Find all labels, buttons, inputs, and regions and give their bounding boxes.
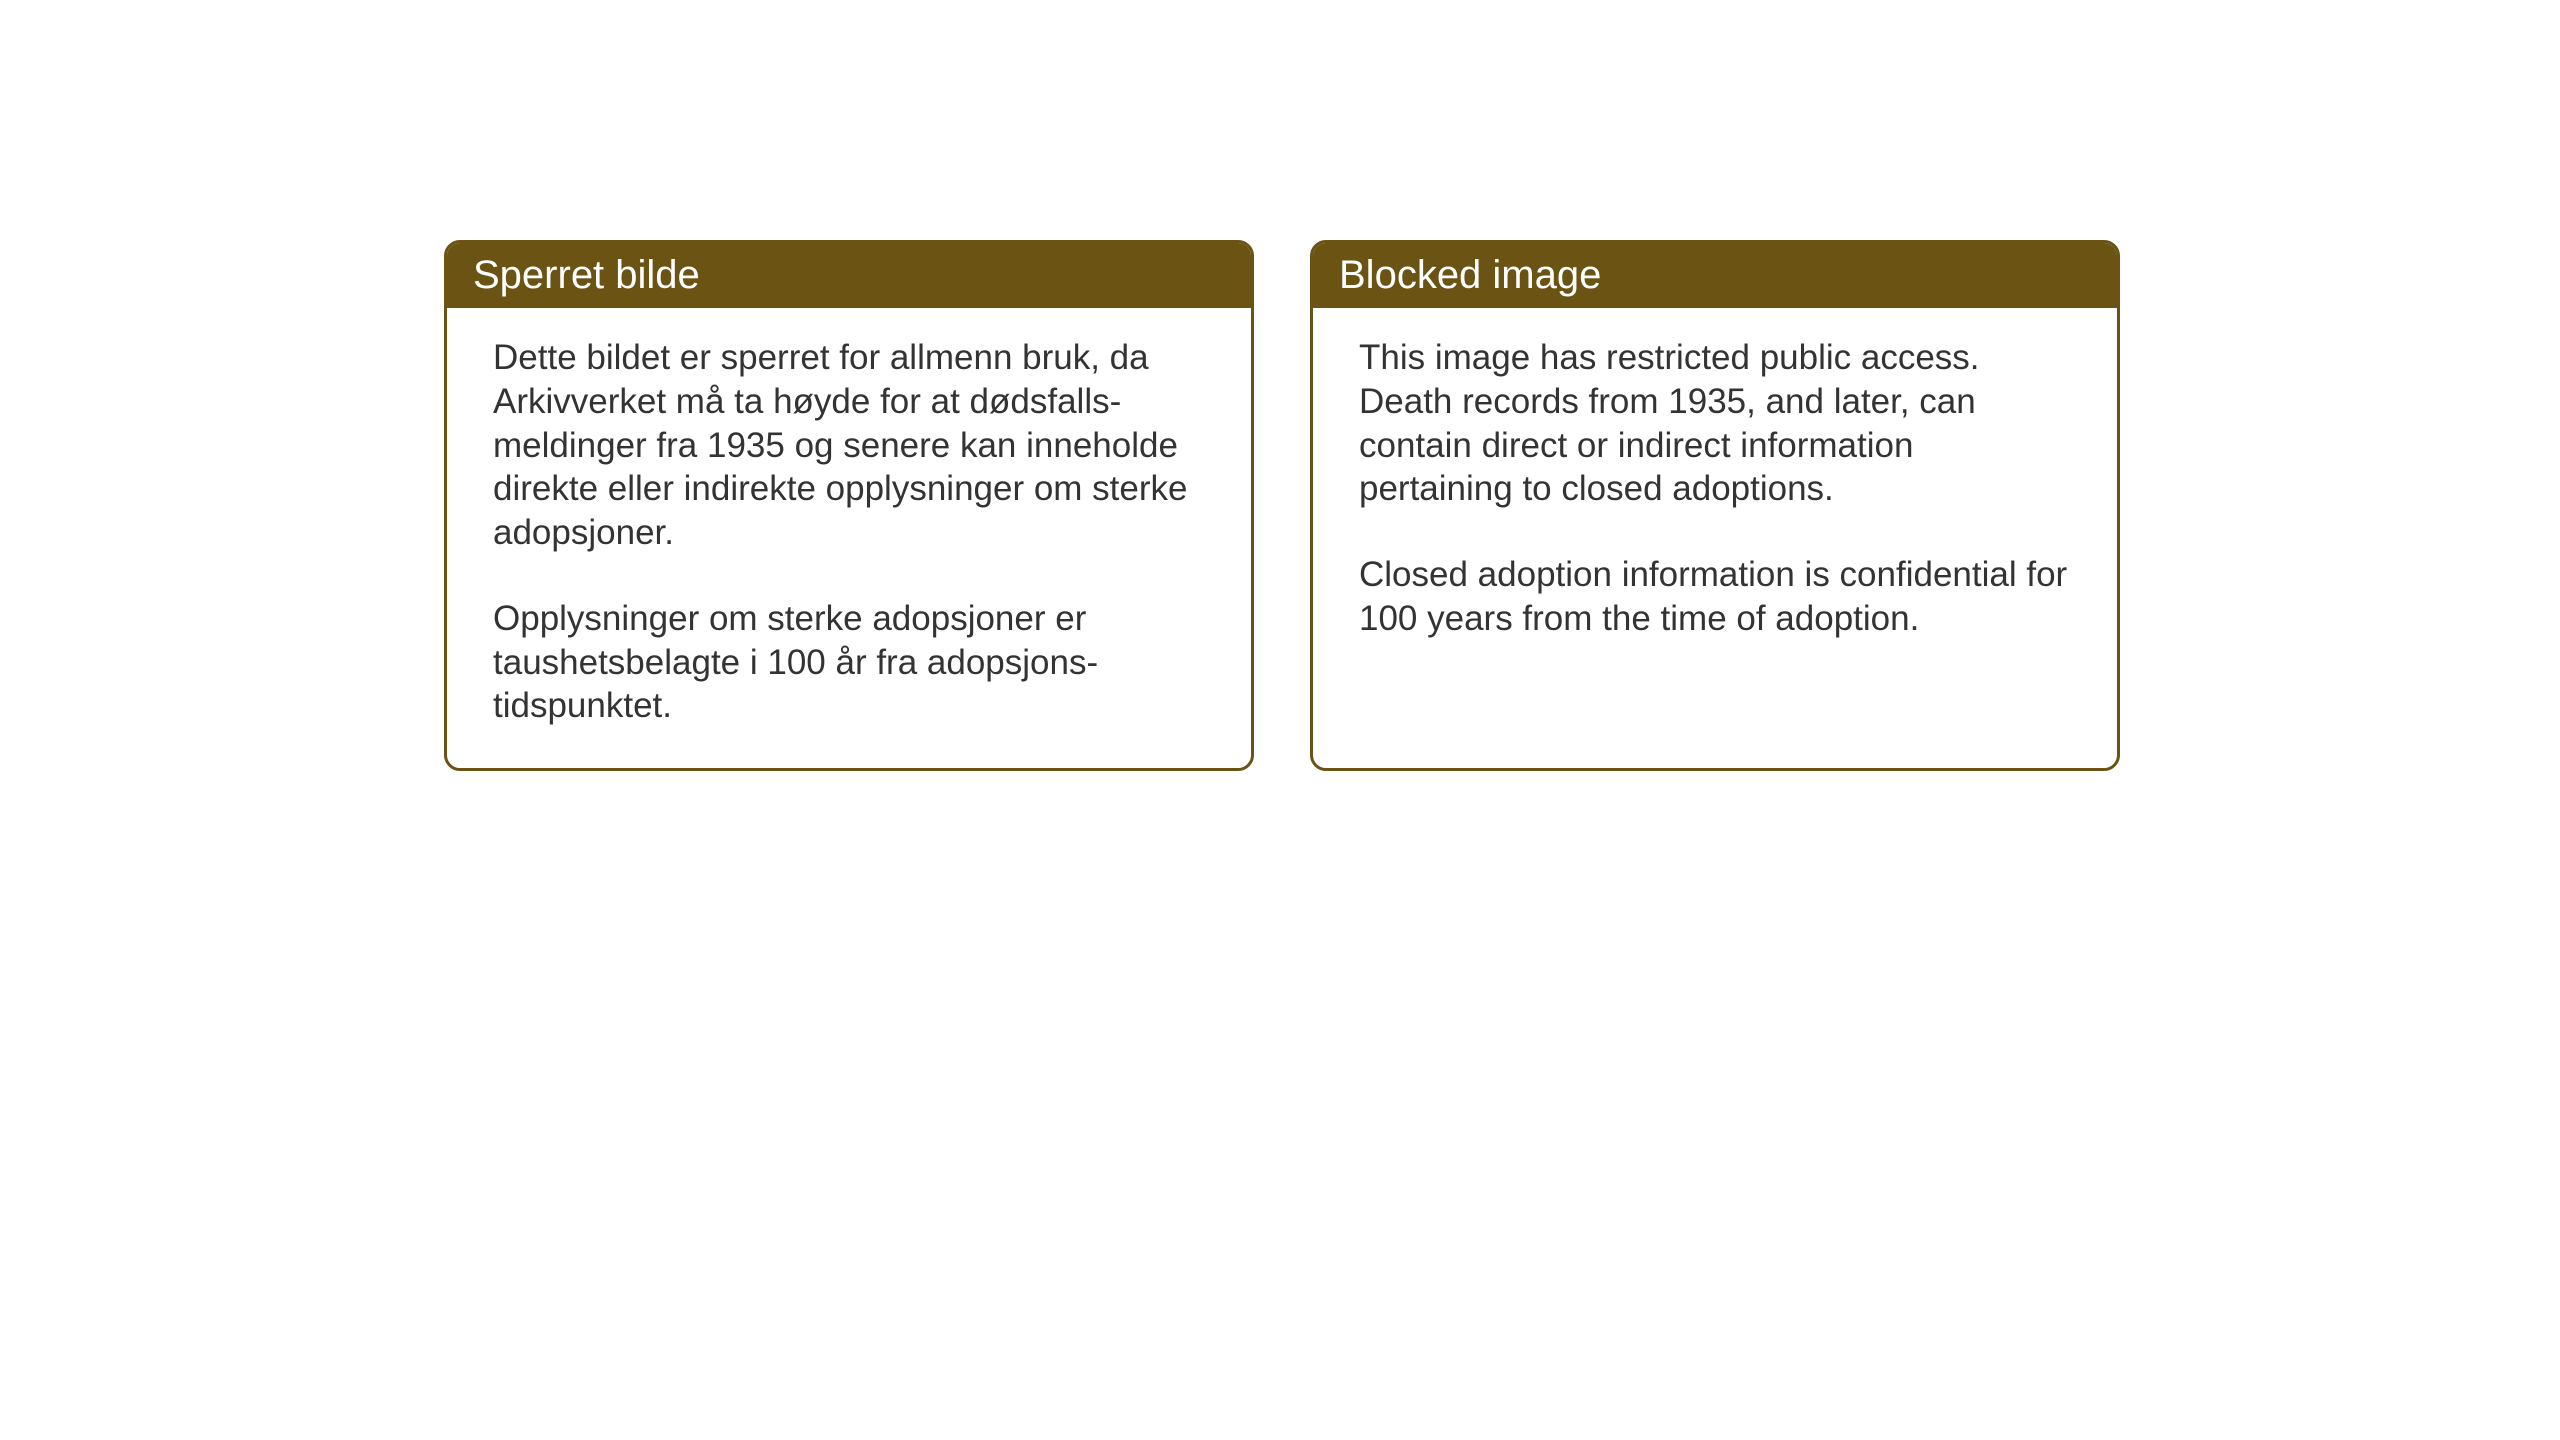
notice-paragraph: Dette bildet er sperret for allmenn bruk… — [493, 336, 1205, 555]
notice-paragraph: This image has restricted public access.… — [1359, 336, 2071, 511]
notice-header-english: Blocked image — [1313, 243, 2117, 308]
notice-paragraph: Opplysninger om sterke adopsjoner er tau… — [493, 597, 1205, 728]
notice-box-norwegian: Sperret bilde Dette bildet er sperret fo… — [444, 240, 1254, 771]
notice-box-english: Blocked image This image has restricted … — [1310, 240, 2120, 771]
notice-paragraph: Closed adoption information is confident… — [1359, 553, 2071, 641]
notice-body-norwegian: Dette bildet er sperret for allmenn bruk… — [447, 308, 1251, 768]
notice-container: Sperret bilde Dette bildet er sperret fo… — [444, 240, 2120, 771]
notice-body-english: This image has restricted public access.… — [1313, 308, 2117, 681]
notice-header-norwegian: Sperret bilde — [447, 243, 1251, 308]
